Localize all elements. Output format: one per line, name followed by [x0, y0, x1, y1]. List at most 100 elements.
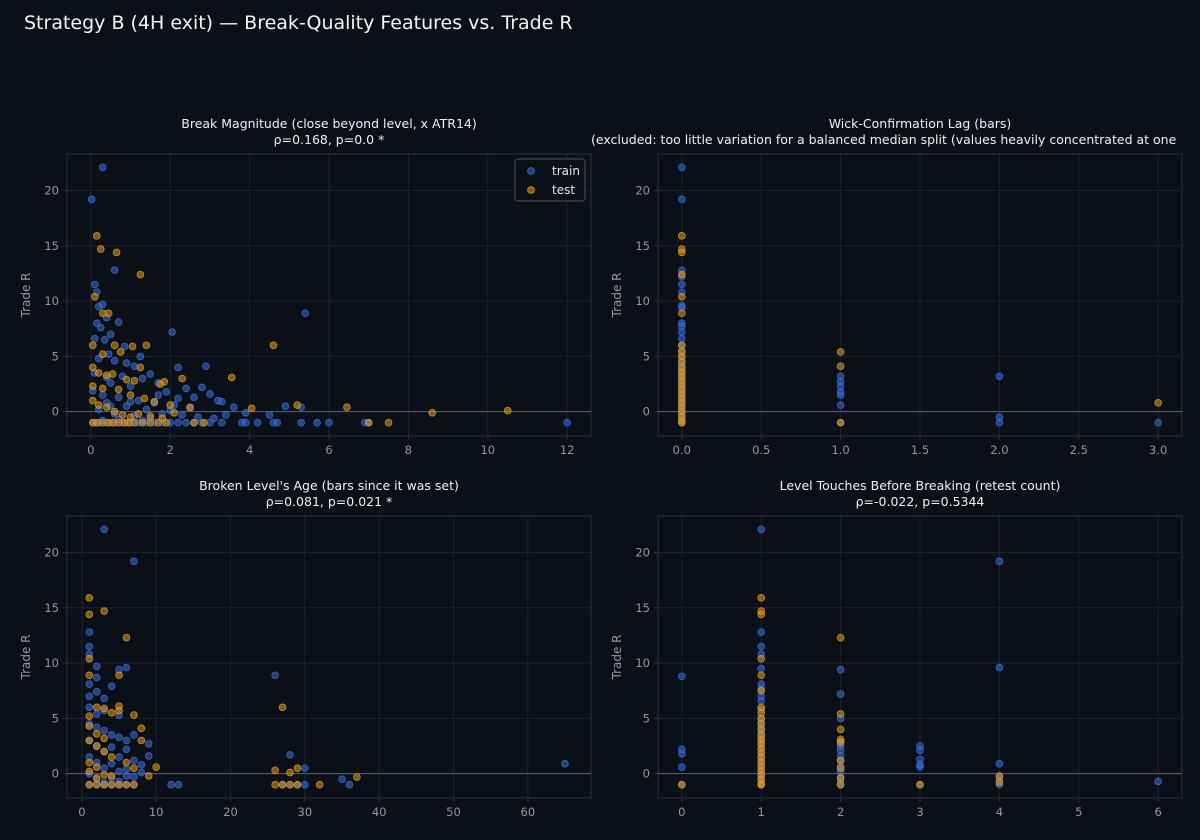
x-tick-label: 60 [521, 805, 536, 819]
data-point-train [916, 763, 924, 771]
data-point-train [678, 163, 686, 172]
data-point-train [146, 370, 155, 378]
y-tick-label: 10 [635, 656, 650, 670]
data-point-test [130, 418, 139, 427]
data-point-test [85, 767, 94, 776]
data-point-test [170, 408, 178, 417]
data-point-test [92, 730, 101, 738]
data-point-test [678, 292, 686, 301]
figure-title: Strategy B (4H exit) — Break-Quality Fea… [24, 12, 573, 34]
data-point-train [130, 756, 138, 765]
data-point-test [130, 711, 138, 719]
data-point-test [85, 610, 94, 619]
y-tick-label: 5 [643, 349, 650, 363]
data-point-train [561, 759, 569, 768]
data-point-test [836, 756, 845, 765]
subplot-title: Broken Level's Age (bars since it was se… [199, 478, 459, 493]
data-point-test [293, 401, 302, 409]
y-tick-label: 15 [635, 601, 650, 615]
series-test [85, 594, 361, 789]
x-tick-label: 2.0 [990, 443, 1008, 457]
x-tick-label: 12 [560, 443, 575, 457]
legend-label-train: train [552, 164, 580, 178]
data-point-train [92, 688, 101, 696]
data-point-test [836, 348, 845, 356]
plot-area [66, 515, 592, 799]
data-point-test [162, 418, 171, 427]
data-point-test [94, 369, 103, 377]
data-point-train [85, 680, 94, 688]
data-point-train [98, 300, 107, 309]
data-point-test [122, 780, 131, 789]
x-tick-label: 10 [149, 805, 164, 819]
data-point-train [120, 342, 129, 351]
data-point-test [136, 363, 145, 372]
data-point-test [100, 734, 108, 743]
y-tick-label: 15 [635, 239, 650, 253]
data-point-test [293, 764, 302, 772]
data-point-train [678, 763, 686, 771]
x-tick-label: 6 [1155, 805, 1162, 819]
data-point-test [142, 341, 151, 350]
subplot-subtitle: ρ=-0.022, p=0.5344 [856, 494, 985, 509]
data-point-test [134, 410, 143, 418]
data-point-test [85, 671, 94, 680]
data-point-test [107, 709, 116, 717]
data-point-test [85, 780, 94, 789]
subplot-1: 0 2 4 6 8 10 12 0 5 10 15 20 Break Magnitude (close … [19, 116, 592, 457]
data-point-test [108, 370, 117, 378]
y-axis-label: Trade R [610, 634, 624, 680]
data-point-train [178, 411, 186, 419]
data-point-train [114, 393, 123, 402]
data-point-test [92, 232, 101, 240]
data-point-train [122, 745, 131, 754]
data-point-train [130, 731, 138, 739]
data-point-train [995, 557, 1004, 566]
data-point-train [138, 374, 147, 383]
x-tick-label: 50 [446, 805, 461, 819]
data-point-test [100, 747, 108, 756]
legend-marker-test [527, 186, 535, 194]
data-point-test [836, 633, 845, 642]
x-tick-label: 3.0 [1149, 443, 1167, 457]
x-tick-label: 0 [678, 805, 685, 819]
data-point-test [178, 374, 186, 383]
subplot-title: Wick-Confirmation Lag (bars) [829, 116, 1012, 131]
data-point-test [100, 704, 108, 713]
data-point-train [100, 726, 108, 735]
data-point-test [138, 418, 147, 427]
data-point-train [313, 418, 321, 427]
data-point-test [100, 770, 108, 779]
data-point-train [757, 642, 766, 651]
data-point-train [229, 403, 238, 412]
data-point-train [85, 692, 94, 701]
data-point-test [130, 780, 138, 789]
data-point-train [115, 733, 123, 741]
data-point-test [122, 633, 131, 642]
data-point-train [271, 671, 279, 680]
data-point-train [136, 352, 145, 361]
y-tick-label: 20 [635, 545, 650, 559]
data-point-train [198, 383, 206, 392]
x-tick-label: 5 [1075, 805, 1082, 819]
data-point-train [265, 411, 274, 419]
data-point-test [102, 403, 111, 412]
data-point-test [269, 341, 278, 350]
data-point-train [182, 418, 190, 427]
data-point-test [126, 391, 135, 399]
subplot-4: 0 1 2 3 4 5 6 0 5 10 15 20 Level Touches Before Brea… [610, 478, 1183, 819]
data-point-test [144, 772, 153, 780]
data-point-train [836, 665, 845, 674]
x-tick-label: 0 [78, 805, 85, 819]
data-point-train [995, 759, 1004, 768]
data-point-test [130, 764, 138, 772]
y-axis-label: Trade R [19, 634, 33, 680]
data-point-test [200, 418, 208, 427]
data-point-train [995, 372, 1004, 381]
data-point-train [345, 780, 354, 789]
data-point-test [128, 342, 137, 351]
data-point-test [278, 780, 287, 789]
x-tick-label: 8 [405, 443, 412, 457]
data-point-test [110, 341, 119, 350]
data-point-train [678, 280, 686, 289]
